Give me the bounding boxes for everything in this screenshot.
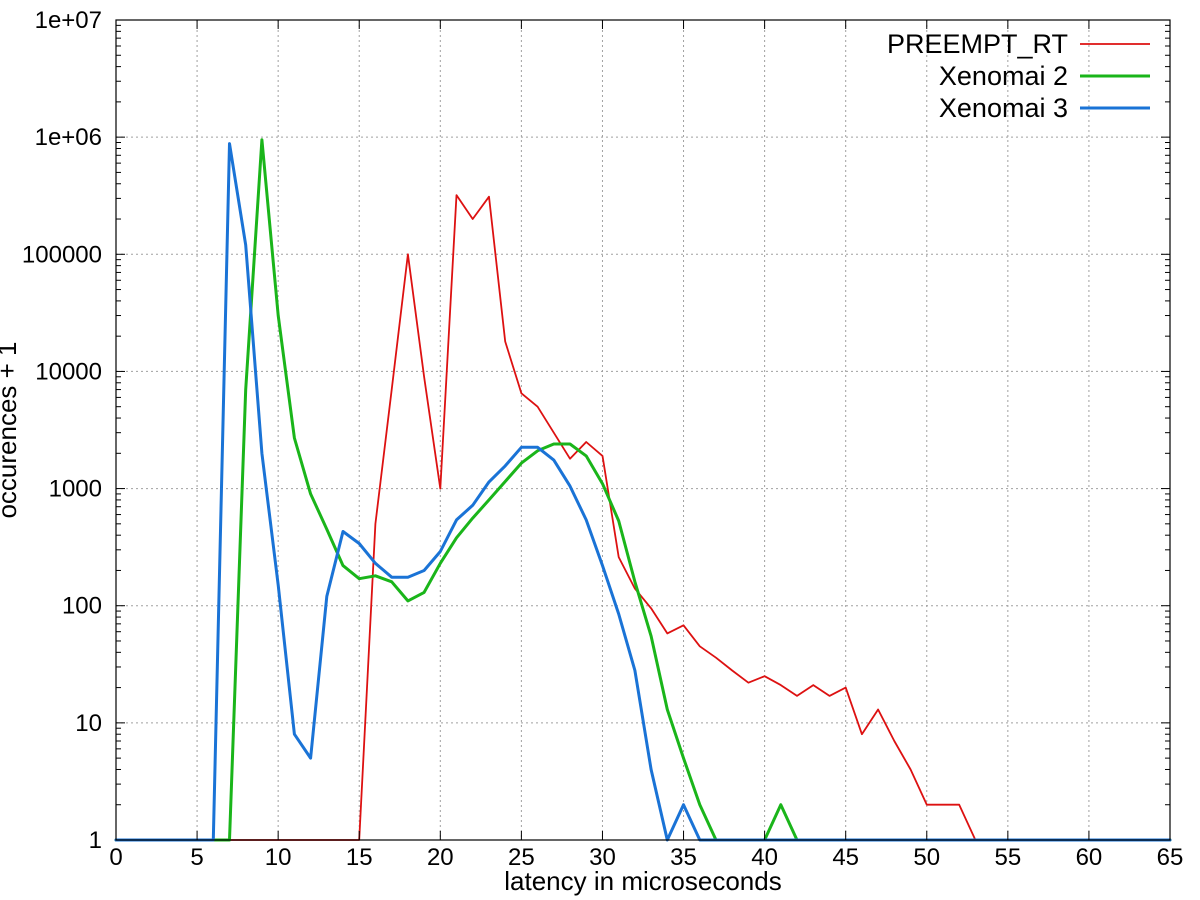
y-tick-label: 1000 (49, 476, 102, 503)
x-tick-label: 60 (1076, 844, 1103, 871)
series-line-1 (115, 194, 1171, 841)
y-tick-label: 100000 (22, 241, 102, 268)
axis-ticks: 0 5 10 15 20 25 30 35 40 45 50 55 60 65 1 10 100 1000 1000… (22, 7, 1183, 871)
series-line-3 (114, 142, 1172, 842)
legend-label: PREEMPT_RT (887, 29, 1068, 59)
x-tick-label: 30 (589, 844, 616, 871)
x-tick-label: 35 (670, 844, 697, 871)
y-tick-label: 1 (89, 827, 102, 854)
series-line-2 (114, 138, 1172, 842)
x-tick-label: 40 (751, 844, 778, 871)
x-tick-label: 0 (109, 844, 122, 871)
x-tick-label: 25 (508, 844, 535, 871)
x-tick-label: 10 (265, 844, 292, 871)
x-tick-label: 65 (1157, 844, 1184, 871)
legend-label: Xenomai 3 (939, 93, 1068, 123)
y-axis-label: occurences + 1 (0, 341, 22, 518)
x-tick-label: 5 (190, 844, 203, 871)
legend-label: Xenomai 2 (939, 61, 1068, 91)
x-tick-label: 50 (913, 844, 940, 871)
plot-frame (115, 19, 1171, 841)
x-tick-label: 20 (427, 844, 454, 871)
y-tick-label: 100 (62, 593, 102, 620)
y-tick-label: 1e+07 (35, 7, 102, 34)
series-lines (114, 138, 1172, 842)
x-axis-label: latency in microseconds (504, 866, 781, 896)
y-tick-label: 1e+06 (35, 124, 102, 151)
x-tick-label: 45 (832, 844, 859, 871)
x-tick-label: 15 (346, 844, 373, 871)
y-tick-label: 10 (75, 710, 102, 737)
y-tick-label: 10000 (35, 358, 102, 385)
x-tick-label: 55 (994, 844, 1021, 871)
